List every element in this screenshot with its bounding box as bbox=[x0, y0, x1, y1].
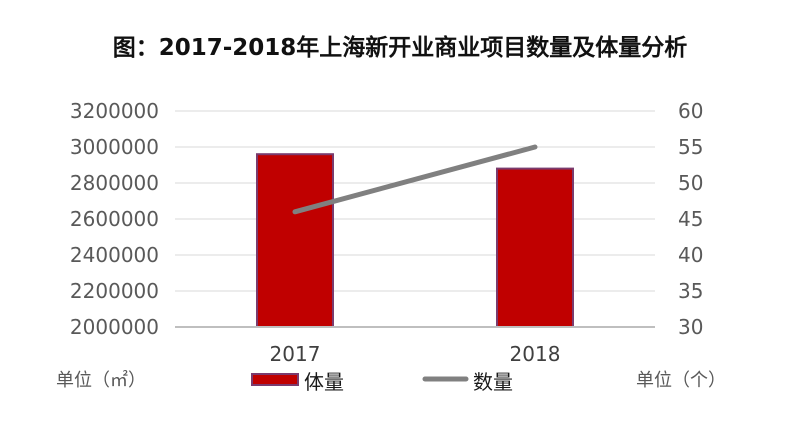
left-tick-label: 3000000 bbox=[70, 135, 159, 159]
bar-2018 bbox=[496, 167, 574, 328]
bar-series bbox=[256, 153, 574, 328]
right-tick-label: 55 bbox=[678, 135, 703, 159]
left-tick-label: 2200000 bbox=[70, 279, 159, 303]
right-axis-ticks: 60 55 50 45 40 35 30 bbox=[678, 99, 703, 339]
x-axis-ticks: 2017 2018 bbox=[270, 342, 561, 366]
left-tick-label: 2400000 bbox=[70, 243, 159, 267]
x-tick-label: 2018 bbox=[510, 342, 561, 366]
line-series bbox=[292, 144, 538, 215]
right-tick-label: 35 bbox=[678, 279, 703, 303]
left-tick-label: 2600000 bbox=[70, 207, 159, 231]
right-tick-label: 50 bbox=[678, 171, 703, 195]
left-tick-label: 2000000 bbox=[70, 315, 159, 339]
chart-title: 图：2017-2018年上海新开业商业项目数量及体量分析 bbox=[112, 35, 688, 61]
right-tick-label: 40 bbox=[678, 243, 703, 267]
left-axis-unit-label: 单位（㎡） bbox=[56, 370, 146, 391]
right-tick-label: 60 bbox=[678, 99, 703, 123]
x-tick-label: 2017 bbox=[270, 342, 321, 366]
bar-2017 bbox=[256, 153, 334, 328]
legend-swatch-bar bbox=[251, 373, 299, 386]
line-数量 bbox=[292, 144, 538, 215]
legend: 体量 数量 bbox=[251, 370, 513, 394]
left-axis-ticks: 3200000 3000000 2800000 2600000 2400000 22000… bbox=[70, 99, 159, 339]
left-tick-label: 2800000 bbox=[70, 171, 159, 195]
right-tick-label: 30 bbox=[678, 315, 703, 339]
right-tick-label: 45 bbox=[678, 207, 703, 231]
right-axis-unit-label: 单位（个） bbox=[636, 370, 726, 391]
left-tick-label: 3200000 bbox=[70, 99, 159, 123]
gridlines bbox=[175, 110, 655, 292]
legend-label-bar: 体量 bbox=[304, 370, 344, 394]
legend-label-line: 数量 bbox=[473, 370, 513, 394]
